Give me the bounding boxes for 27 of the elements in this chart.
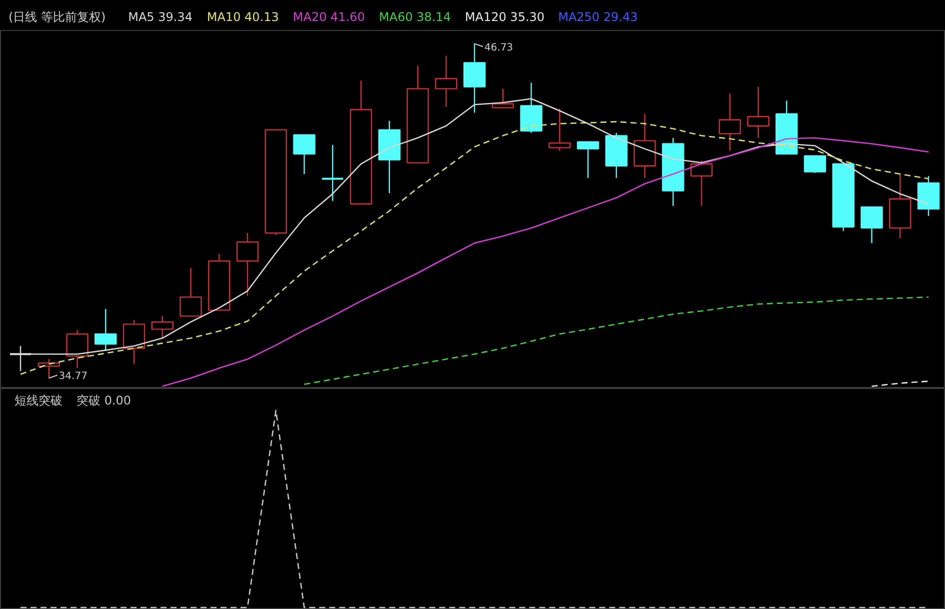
- candlestick: [66, 329, 88, 369]
- candlestick: [576, 141, 600, 178]
- candlestick: [548, 108, 571, 152]
- text: MA10 40.13: [206, 10, 279, 24]
- text: MA5 39.34: [128, 10, 192, 24]
- candlestick: [804, 155, 826, 174]
- candlestick: [151, 315, 174, 339]
- text: MA60 38.14: [378, 10, 451, 24]
- text: 突破 0.00: [76, 394, 132, 408]
- candlestick: [747, 86, 770, 138]
- candlestick: [236, 232, 259, 297]
- candlestick: [435, 55, 458, 108]
- candlestick: [180, 267, 202, 317]
- legend-label: MA250 29.43: [558, 10, 638, 24]
- chart-title: 短线突破: [14, 394, 62, 408]
- candlestick: [860, 206, 883, 244]
- candlestick: [690, 160, 713, 206]
- annotation: 46.73: [484, 42, 514, 54]
- chart-title: (日线 等比前复权): [8, 10, 106, 24]
- annotation: 34.77: [58, 371, 88, 382]
- candlestick: [293, 134, 316, 175]
- candlestick: [321, 144, 344, 202]
- candlestick: [718, 93, 741, 152]
- text: MA120 35.30: [464, 10, 545, 24]
- candlestick: [492, 88, 514, 108]
- text: MA20 41.60: [292, 10, 365, 24]
- candlestick: [94, 308, 117, 352]
